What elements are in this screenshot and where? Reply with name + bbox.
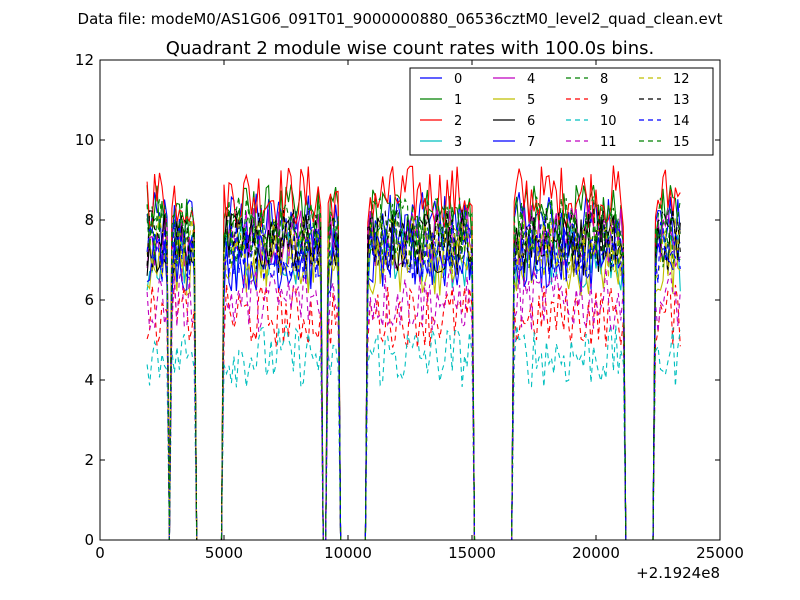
y-tick-label: 10 [75,131,94,149]
legend-label-3: 3 [454,135,462,150]
x-offset-label: +2.1924e8 [636,564,720,582]
x-tick-label: 0 [95,544,105,562]
series-line-13 [146,208,681,541]
y-tick-label: 4 [84,371,94,389]
legend-label-14: 14 [673,114,690,129]
legend-label-4: 4 [527,72,535,87]
y-tick-label: 2 [84,451,94,469]
legend-label-13: 13 [673,93,690,108]
x-tick-label: 5000 [205,544,243,562]
legend-label-11: 11 [600,135,617,150]
legend-label-8: 8 [600,72,608,87]
legend-label-15: 15 [673,135,690,150]
legend-label-2: 2 [454,114,462,129]
legend-label-0: 0 [454,72,462,87]
legend-label-12: 12 [673,72,690,87]
legend-frame [409,67,714,156]
series-line-2 [146,165,681,541]
x-tick-label: 10000 [324,544,372,562]
legend-label-7: 7 [527,135,535,150]
chart-title: Quadrant 2 module wise count rates with … [166,38,655,59]
series-layer [146,165,681,541]
y-tick-label: 8 [84,211,94,229]
figure-suptitle: Data file: modeM0/AS1G06_091T01_90000008… [78,10,723,29]
series-line-15 [146,195,681,541]
series-line-11 [146,268,681,541]
y-tick-label: 0 [84,531,94,549]
y-tick-label: 12 [75,51,94,69]
x-tick-label: 20000 [572,544,620,562]
series-line-0 [146,192,681,541]
legend-label-10: 10 [600,114,617,129]
series-line-10 [146,324,681,541]
x-tick-label: 15000 [448,544,496,562]
legend-label-6: 6 [527,114,535,129]
legend-label-5: 5 [527,93,535,108]
y-tick-label: 6 [84,291,94,309]
x-tick-label: 25000 [696,544,744,562]
legend-label-1: 1 [454,93,462,108]
series-line-14 [146,220,681,541]
legend-label-9: 9 [600,93,608,108]
x-axis: 0 5000 10000 15000 20000 25000 [95,60,744,562]
